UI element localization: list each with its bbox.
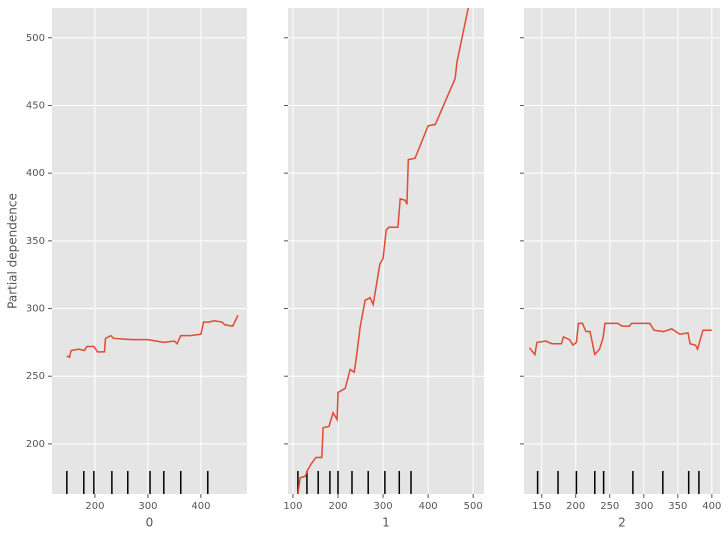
subplot: 200 250 300 350 400 450 500 200 300 400 0 Partial d…: [6, 8, 247, 530]
subplot: 100 200 300 400 500 1: [283, 7, 484, 530]
pd-line: [528, 322, 712, 357]
x-tick-label: 200: [85, 501, 104, 512]
x-tick-label: 300: [374, 501, 393, 512]
y-tick-label: 200: [26, 439, 45, 450]
pd-line: [297, 7, 469, 495]
x-tick-label: 500: [464, 501, 483, 512]
x-tick-label: 200: [328, 501, 347, 512]
y-tick-label: 450: [26, 100, 45, 111]
x-axis-label: 2: [618, 516, 626, 530]
y-tick-label: 350: [26, 236, 45, 247]
x-tick-label: 150: [532, 501, 551, 512]
x-tick-label: 200: [566, 501, 585, 512]
subplot: 150 200 250 300 350 400 2: [520, 8, 721, 530]
pd-line: [66, 314, 239, 359]
y-tick-label: 400: [26, 168, 45, 179]
y-tick-label: 300: [26, 304, 45, 315]
x-axis-label: 0: [146, 516, 154, 530]
x-tick-label: 300: [634, 501, 653, 512]
y-tick-label: 500: [26, 33, 45, 44]
x-tick-label: 300: [138, 501, 157, 512]
x-tick-label: 400: [191, 501, 210, 512]
x-tick-label: 400: [419, 501, 438, 512]
x-tick-label: 350: [668, 501, 687, 512]
x-axis-label: 1: [382, 516, 390, 530]
y-axis-label: Partial dependence: [6, 193, 20, 309]
plot-background: [52, 8, 247, 494]
y-tick-label: 250: [26, 371, 45, 382]
x-tick-label: 250: [600, 501, 619, 512]
plot-background: [524, 8, 720, 494]
x-tick-label: 400: [702, 501, 721, 512]
x-tick-label: 100: [283, 501, 302, 512]
